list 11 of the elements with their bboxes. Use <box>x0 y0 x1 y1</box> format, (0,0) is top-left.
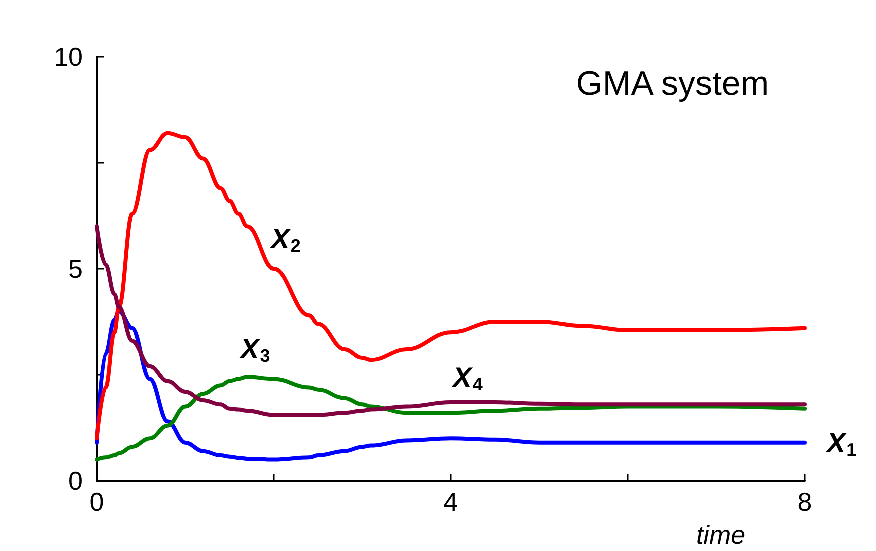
x-tick-label: 8 <box>798 487 812 517</box>
line-series <box>95 309 807 462</box>
x-tick-label: 0 <box>90 487 104 517</box>
chart-title: GMA system <box>576 65 770 103</box>
line-series <box>95 224 807 418</box>
line-series <box>95 131 807 441</box>
y-tick-label: 10 <box>54 42 83 72</box>
x-tick-label: 4 <box>444 487 458 517</box>
y-tick-label: 0 <box>68 466 83 496</box>
y-tick-label: 5 <box>68 254 83 284</box>
x-axis-title: time <box>696 520 746 550</box>
